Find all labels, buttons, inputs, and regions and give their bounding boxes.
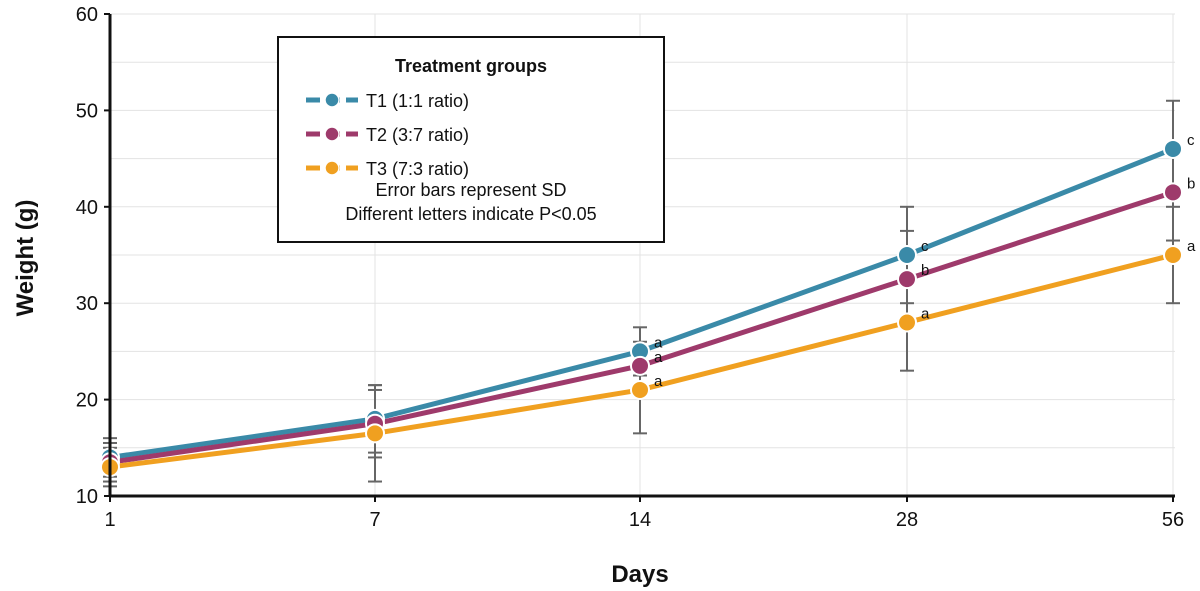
legend-swatch-marker [324, 92, 340, 108]
y-tick-label: 30 [76, 293, 98, 315]
data-point-t3 [365, 423, 385, 444]
data-point-t3 [1163, 245, 1183, 265]
legend-title: Treatment groups [395, 56, 547, 76]
legend-swatch-marker [324, 126, 340, 142]
y-axis-title: Weight (g) [12, 200, 39, 317]
y-tick-label: 50 [76, 100, 98, 122]
legend: Treatment groups T1 (1:1 ratio) T2 (3:7 r… [277, 36, 665, 243]
legend-items: T1 (1:1 ratio) T2 (3:7 ratio) T3 (7:3 rati… [306, 91, 469, 179]
data-point-t3 [630, 379, 650, 400]
data-point-t1 [1163, 138, 1183, 159]
x-tick-label: 14 [629, 509, 651, 531]
significance-letter: b [1187, 175, 1195, 192]
data-point-t2 [897, 269, 917, 290]
significance-letter: c [921, 238, 929, 255]
significance-letter: a [654, 349, 663, 366]
legend-swatch-marker [324, 160, 340, 176]
x-axis-title: Days [611, 561, 668, 588]
significance-letter: a [1187, 238, 1196, 255]
y-tick-label: 20 [76, 390, 98, 412]
significance-letter: a [654, 334, 663, 351]
legend-label: T2 (3:7 ratio) [366, 125, 469, 145]
x-tick-labels: 1 7 14 28 56 [104, 496, 1184, 531]
significance-letter: a [921, 305, 930, 322]
data-point-t2 [1163, 182, 1183, 203]
significance-letter: a [654, 373, 663, 390]
legend-label: T3 (7:3 ratio) [366, 159, 469, 179]
data-point-t1 [897, 245, 917, 265]
legend-label: T1 (1:1 ratio) [366, 91, 469, 111]
data-points [100, 138, 1183, 478]
legend-box [277, 36, 665, 243]
y-tick-labels: 10 20 30 40 50 60 [76, 4, 110, 508]
y-tick-label: 10 [76, 486, 98, 508]
significance-letter: b [921, 262, 929, 279]
legend-note-letters: Different letters indicate P<0.05 [345, 204, 596, 224]
axes [108, 14, 1175, 498]
x-tick-label: 56 [1162, 509, 1184, 531]
y-tick-label: 60 [76, 4, 98, 26]
x-tick-label: 28 [896, 509, 918, 531]
x-tick-label: 1 [104, 509, 115, 531]
data-point-t3 [897, 312, 917, 333]
data-point-t2 [630, 355, 650, 376]
y-tick-label: 40 [76, 197, 98, 219]
significance-letter: c [1187, 132, 1195, 149]
legend-note-error-bars: Error bars represent SD [375, 180, 566, 200]
x-tick-label: 7 [369, 509, 380, 531]
